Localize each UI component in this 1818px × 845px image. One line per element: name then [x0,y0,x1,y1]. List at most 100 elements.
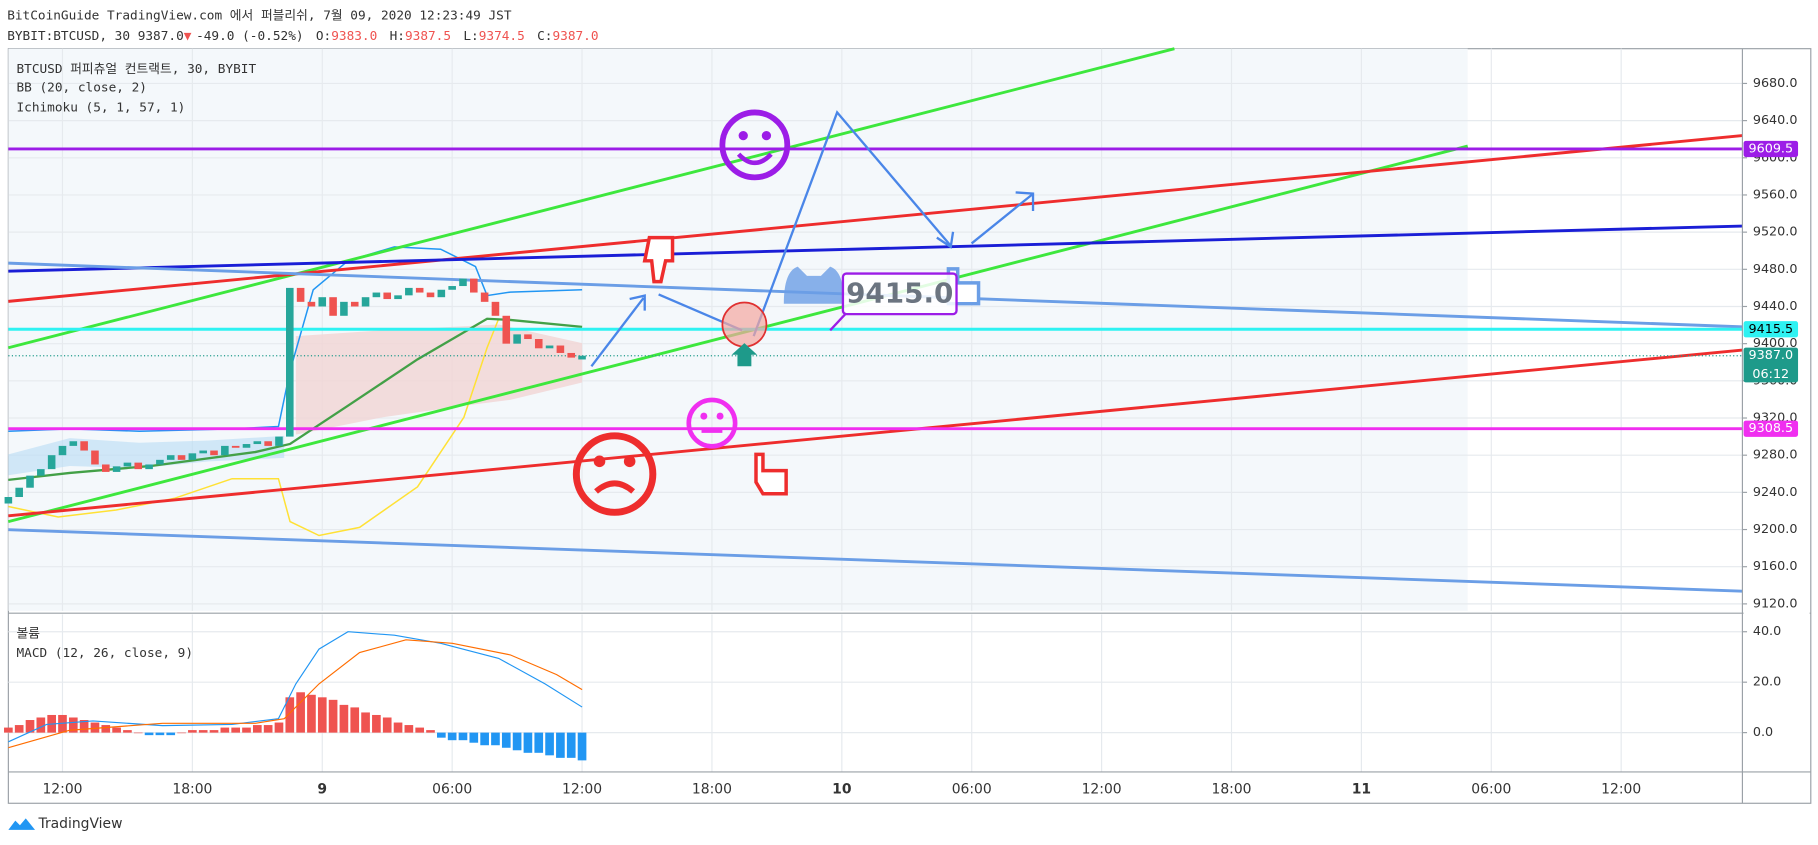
macd-bar [447,732,457,741]
macd-bar [491,732,500,746]
macd-bar [252,725,262,733]
countdown-label: 06:12 [1752,367,1789,382]
x-tick-label: 18:00 [1211,781,1251,797]
level-label: 9415.5 [1748,322,1793,337]
level-label-bg [1743,347,1799,383]
candle-body [253,441,262,445]
macd-bar [166,732,176,736]
thumb-down [642,235,675,284]
candle-body [578,355,586,360]
macd-bar [220,727,230,733]
macd-bar [350,707,360,733]
macd-bar [566,732,576,758]
macd-bar [123,730,132,733]
arrow [970,191,1035,245]
macd-line [8,631,583,743]
candle-body [69,441,78,446]
y-tick-label: 20.0 [1753,675,1781,690]
candle-body [296,287,305,302]
candle-body [405,287,413,296]
lower-band [8,318,500,537]
macd-bar [501,732,511,748]
candle-body [264,441,272,446]
macd-bar [437,732,446,738]
published-line: BitCoinGuide TradingView.com 에서 퍼블리쉬, 7월… [7,9,512,24]
macd-bar [512,732,522,751]
macd-bar [577,732,587,761]
candle-body [221,445,229,456]
candle-body [556,345,565,353]
candle-body [524,334,532,340]
macd-bar [133,732,143,734]
macd-legend: MACD (12, 26, close, 9) [16,646,193,661]
candle-body [459,278,467,287]
macd-bar [545,732,554,756]
macd-bar [469,732,479,743]
candle-body [361,297,370,307]
h-value: 9387.5 [405,28,451,43]
price-axis-bg [1743,49,1810,771]
up-marker [731,343,758,367]
cat-icon [783,266,845,304]
trend-line [8,47,1175,350]
macd-bar [188,730,197,733]
cloud-red [295,324,583,435]
level-label-bg [1743,420,1799,437]
arrow [752,110,955,337]
macd-bar [209,730,219,733]
macd-bar [317,697,327,733]
candle-body [112,466,121,472]
macd-bar [458,732,468,741]
macd-bar [68,717,78,733]
symbol: BYBIT:BTCUSD, 30 9387.0 [7,28,184,43]
candle-body [340,301,348,316]
y-tick-label: 9680.0 [1753,76,1798,91]
candle-body [383,292,391,300]
x-tick-label: 06:00 [952,781,992,797]
cloud-blue [8,435,285,476]
x-tick-label: 11 [1352,781,1371,797]
y-tick-label: 9560.0 [1753,187,1798,202]
macd-bar [242,727,251,733]
level-label-bg [1743,140,1799,158]
c-label: C: [537,28,552,43]
candles [4,278,586,504]
y-tick-label: 9640.0 [1753,113,1798,128]
y-tick-label: 9440.0 [1753,299,1798,314]
indicator-overlays [8,246,583,537]
legend-bb: BB (20, close, 2) [16,81,147,96]
macd-bar [25,720,35,733]
macd-bar [101,725,111,733]
h-label: H: [390,28,405,43]
macd-bar [339,704,349,733]
c-value: 9387.0 [552,28,598,43]
candle-body [307,301,316,307]
o-label: O: [316,28,331,43]
y-tick-label: 9120.0 [1753,596,1798,611]
macd-bar [523,732,533,753]
candle-body [101,464,110,472]
level-label-bg [1743,321,1799,338]
macd-bar [556,732,565,758]
y-tick-label: 9400.0 [1753,336,1798,351]
x-tick-label: 12:00 [1082,781,1122,797]
quote-line: BYBIT:BTCUSD, 30 9387.0▼ -49.0 (-0.52%) O… [7,28,598,43]
l-value: 9374.5 [479,28,525,43]
candle-body [448,286,456,290]
candle-body [210,450,218,456]
candle-body [513,334,521,344]
macd-bar [393,722,403,733]
candle-body [567,352,576,358]
macd-bar [79,720,89,733]
candle-body [47,455,56,470]
smiley-happy [719,109,791,181]
macd-bar [372,714,381,733]
x-tick-label: 12:00 [1601,781,1641,797]
macd-bar [426,730,435,733]
y-tick-label: 0.0 [1753,725,1773,740]
candle-body [145,464,153,470]
level-label: 9609.5 [1748,141,1793,156]
level-lines [8,147,1743,431]
callout-text: 9415.0 [846,276,953,309]
candle-body [372,292,381,298]
